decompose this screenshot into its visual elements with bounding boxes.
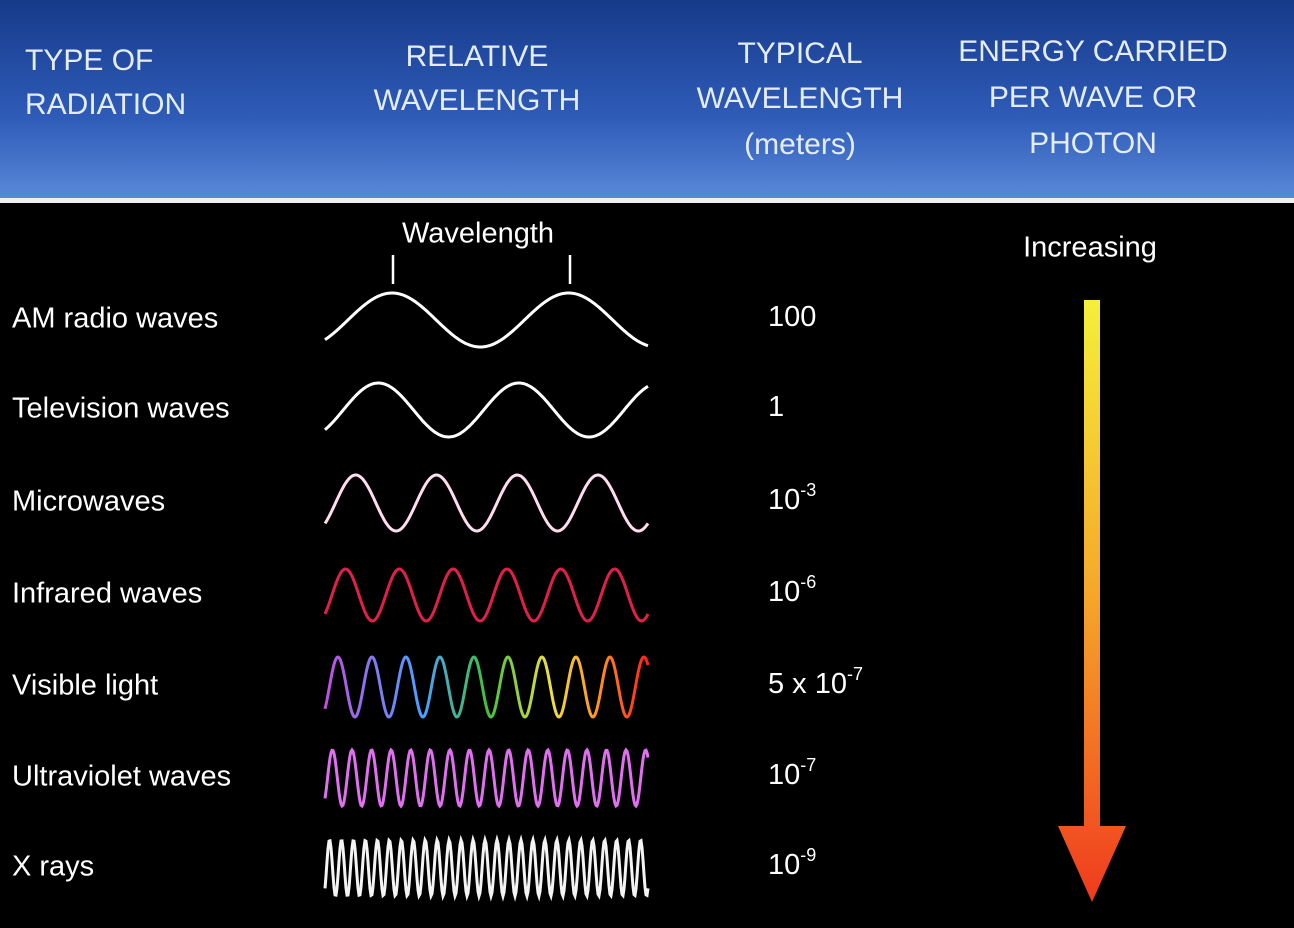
wave <box>323 655 650 719</box>
typical-wavelength: 10-3 <box>768 480 816 516</box>
wavelength-base: 100 <box>768 301 816 333</box>
wavelength-base: 10 <box>768 849 800 881</box>
header-text: WAVELENGTH <box>697 82 904 115</box>
header-text: ENERGY CARRIED <box>958 35 1228 68</box>
wavelength-label: Wavelength <box>402 218 554 250</box>
header-text: PHOTON <box>1029 127 1157 160</box>
wavelength-base: 1 <box>768 391 784 423</box>
typical-wavelength: 100 <box>768 301 816 333</box>
header-text: RELATIVE <box>406 40 549 73</box>
header-text: TYPE OF <box>25 44 153 77</box>
wavelength-exponent: -3 <box>800 480 816 500</box>
typical-wavelength: 1 <box>768 391 784 423</box>
wavelength-base: 10 <box>768 759 800 791</box>
energy-arrow <box>1058 300 1126 902</box>
radiation-type: Television waves <box>12 393 230 425</box>
header-text: WAVELENGTH <box>374 84 581 117</box>
content: TYPE OF RADIATION RELATIVE WAVELENGTH TYPICA… <box>12 35 1228 902</box>
header-text: PER WAVE OR <box>989 81 1197 114</box>
radiation-type: Visible light <box>12 670 158 702</box>
wave <box>323 834 650 902</box>
typical-wavelength: 5 x 10-7 <box>768 664 863 700</box>
header-text: TYPICAL <box>737 37 862 70</box>
radiation-type: AM radio waves <box>12 303 218 335</box>
wavelength-base: 5 x 10 <box>768 668 847 700</box>
wavelength-exponent: -6 <box>800 572 816 592</box>
typical-wavelength: 10-9 <box>768 845 816 881</box>
wave <box>323 381 649 439</box>
radiation-type: X rays <box>12 851 94 883</box>
wavelength-base: 10 <box>768 576 800 608</box>
typical-wavelength: 10-6 <box>768 572 816 608</box>
wave <box>323 473 650 533</box>
wave <box>323 567 650 623</box>
wave <box>324 291 649 349</box>
wavelength-exponent: -9 <box>800 845 816 865</box>
wavelength-base: 10 <box>768 484 800 516</box>
radiation-type: Ultraviolet waves <box>12 761 231 793</box>
energy-label: Increasing <box>1023 232 1157 264</box>
header-rule <box>0 198 1294 203</box>
header-text: RADIATION <box>25 88 186 121</box>
wave <box>323 747 650 809</box>
radiation-type: Infrared waves <box>12 578 202 610</box>
header-text: (meters) <box>744 128 856 161</box>
wavelength-exponent: -7 <box>800 755 816 775</box>
typical-wavelength: 10-7 <box>768 755 816 791</box>
radiation-type: Microwaves <box>12 486 165 518</box>
wavelength-exponent: -7 <box>847 664 863 684</box>
header-band <box>0 0 1294 198</box>
